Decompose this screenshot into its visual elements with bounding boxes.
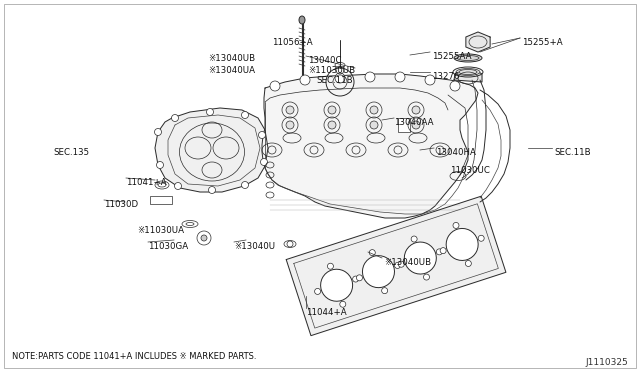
Text: 11030D: 11030D (104, 200, 138, 209)
Text: 13040HA: 13040HA (436, 148, 476, 157)
Text: ※13040U: ※13040U (234, 242, 275, 251)
Text: 11030UC: 11030UC (450, 166, 490, 175)
Polygon shape (454, 70, 482, 82)
Text: 15255AA: 15255AA (432, 52, 472, 61)
Text: ※13040UA: ※13040UA (208, 66, 255, 75)
Ellipse shape (456, 68, 480, 76)
Polygon shape (302, 20, 303, 78)
Bar (150, 196, 172, 204)
Circle shape (328, 263, 333, 269)
Bar (398, 118, 410, 132)
Circle shape (157, 161, 163, 169)
Polygon shape (466, 32, 490, 52)
Circle shape (172, 115, 179, 122)
Text: 13040C: 13040C (308, 56, 342, 65)
Text: 11030GA: 11030GA (148, 242, 188, 251)
Polygon shape (286, 196, 506, 336)
Circle shape (209, 186, 216, 193)
Circle shape (412, 121, 420, 129)
Circle shape (440, 248, 446, 254)
Circle shape (241, 112, 248, 119)
Text: 13040AA: 13040AA (394, 118, 433, 127)
Circle shape (369, 250, 375, 256)
Circle shape (478, 235, 484, 241)
Circle shape (465, 260, 471, 266)
Polygon shape (155, 108, 268, 192)
Circle shape (300, 75, 310, 85)
Ellipse shape (446, 228, 478, 260)
Text: ※11030UA: ※11030UA (137, 226, 184, 235)
Circle shape (425, 75, 435, 85)
Text: J1110325: J1110325 (585, 358, 628, 367)
Circle shape (436, 249, 442, 255)
Text: NOTE:PARTS CODE 11041+A INCLUDES ※ MARKED PARTS.: NOTE:PARTS CODE 11041+A INCLUDES ※ MARKE… (12, 352, 257, 361)
Ellipse shape (404, 242, 436, 274)
Circle shape (394, 263, 401, 269)
Text: ※11030UB: ※11030UB (308, 66, 355, 75)
Circle shape (328, 106, 336, 114)
Circle shape (370, 121, 378, 129)
Circle shape (328, 121, 336, 129)
Circle shape (453, 222, 459, 228)
Text: 15255+A: 15255+A (522, 38, 563, 47)
Text: SEC.11B: SEC.11B (554, 148, 591, 157)
Text: SEC.135: SEC.135 (53, 148, 89, 157)
Circle shape (370, 106, 378, 114)
Text: 11041+A: 11041+A (126, 178, 166, 187)
Text: 11044+A: 11044+A (306, 308, 347, 317)
Circle shape (270, 81, 280, 91)
Circle shape (381, 288, 388, 294)
Circle shape (315, 288, 321, 294)
Circle shape (398, 261, 404, 267)
Circle shape (356, 275, 362, 281)
Circle shape (175, 183, 182, 189)
Circle shape (411, 236, 417, 242)
Circle shape (287, 241, 293, 247)
Circle shape (286, 121, 294, 129)
Circle shape (201, 235, 207, 241)
Circle shape (260, 158, 268, 166)
Circle shape (412, 106, 420, 114)
Ellipse shape (158, 183, 166, 187)
Polygon shape (262, 74, 478, 218)
Ellipse shape (454, 54, 482, 62)
Circle shape (241, 182, 248, 189)
Circle shape (395, 72, 405, 82)
Circle shape (207, 109, 214, 115)
Ellipse shape (362, 256, 394, 288)
Text: SEC.11B: SEC.11B (316, 76, 353, 85)
Circle shape (340, 301, 346, 307)
Circle shape (335, 73, 345, 83)
Text: ※13040UB: ※13040UB (384, 258, 431, 267)
Ellipse shape (299, 16, 305, 24)
Circle shape (286, 106, 294, 114)
Text: 13276: 13276 (432, 72, 460, 81)
Circle shape (154, 128, 161, 135)
Circle shape (450, 81, 460, 91)
Circle shape (365, 72, 375, 82)
Circle shape (353, 276, 358, 282)
Circle shape (259, 131, 266, 138)
Ellipse shape (321, 269, 353, 301)
Circle shape (424, 274, 429, 280)
Text: 11056+A: 11056+A (272, 38, 312, 47)
Text: ※13040UB: ※13040UB (208, 54, 255, 63)
